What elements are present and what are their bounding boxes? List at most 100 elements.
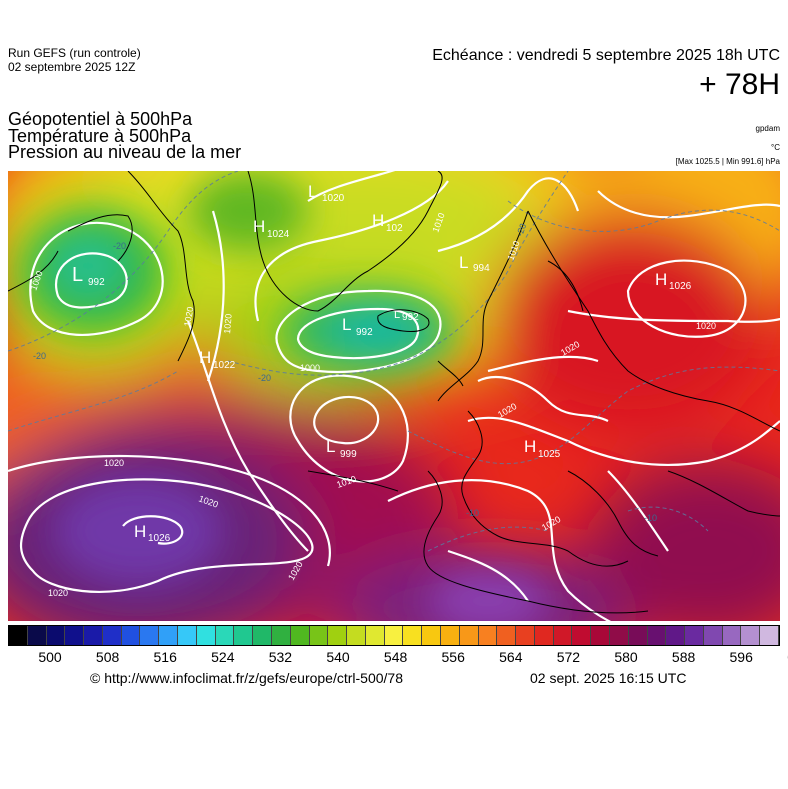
scale-swatch	[572, 626, 592, 645]
isobar-label: 1020	[222, 313, 234, 334]
scale-tick-label: 564	[499, 649, 523, 665]
coastlines	[8, 171, 780, 614]
svg-text:H: H	[134, 522, 146, 541]
svg-text:L: L	[72, 264, 83, 286]
svg-text:992: 992	[402, 312, 419, 323]
svg-text:1026: 1026	[669, 281, 692, 292]
scale-swatch	[253, 626, 272, 645]
scale-swatch	[84, 626, 103, 645]
scale-swatch	[553, 626, 573, 645]
run-date: 02 septembre 2025 12Z	[8, 60, 136, 74]
scale-swatch	[478, 626, 498, 645]
scale-tick-label: 572	[556, 649, 581, 665]
scale-swatch	[760, 626, 780, 645]
minmax-pressure: [Max 1025.5 | Min 991.6] hPa	[675, 157, 780, 166]
temperature-label: -20	[113, 241, 126, 251]
svg-text:H: H	[199, 348, 211, 367]
svg-text:1026: 1026	[148, 533, 171, 544]
svg-text:994: 994	[473, 263, 490, 274]
scale-tick-label: 508	[95, 649, 120, 665]
unit-celsius: °C	[771, 143, 780, 152]
high-center: H 102	[372, 211, 403, 234]
scale-tick-label: 540	[326, 649, 350, 665]
lead-time: + 78H	[699, 68, 780, 101]
unit-gpdam: gpdam	[755, 124, 780, 133]
scale-swatch	[140, 626, 160, 645]
scale-swatch	[741, 626, 761, 645]
scale-swatch	[403, 626, 423, 645]
scale-tick-label: 556	[441, 649, 465, 665]
scale-tick-label: 524	[211, 649, 235, 665]
scale-swatch	[328, 626, 348, 645]
temperature-label: -20	[514, 222, 528, 238]
generated-time: 02 sept. 2025 16:15 UTC	[530, 670, 687, 686]
scale-tick-label: 580	[614, 649, 638, 665]
weather-map: L 992 H 1024 L 1020 H 102 L 994 L 992 L 992 H 10…	[8, 171, 780, 621]
low-center: L 994	[459, 253, 490, 274]
isobars	[8, 171, 780, 621]
scale-swatch	[610, 626, 629, 645]
title-temperature: Température à 500hPa	[8, 125, 192, 146]
temperature-label: -20	[258, 373, 271, 383]
scale-swatch	[347, 626, 366, 645]
scale-tick-label: 588	[671, 649, 696, 665]
isobar-label: 1020	[48, 588, 68, 598]
weather-map-svg: L 992 H 1024 L 1020 H 102 L 994 L 992 L 992 H 10…	[8, 171, 780, 621]
high-center: H 1024	[253, 217, 290, 240]
scale-swatch	[384, 626, 404, 645]
low-center: L 992	[342, 315, 373, 338]
scale-swatch	[121, 626, 141, 645]
low-center: L 999	[326, 437, 357, 460]
scale-tick-label: 596	[729, 649, 753, 665]
scale-tick-label: 500	[38, 649, 62, 665]
scale-swatch	[159, 626, 179, 645]
pressure-centers: L 992 H 1024 L 1020 H 102 L 994 L 992 L 992 H 10…	[72, 182, 692, 544]
svg-text:L: L	[308, 182, 317, 201]
svg-text:1024: 1024	[267, 229, 290, 240]
scale-swatch	[27, 626, 47, 645]
scale-swatch	[309, 626, 329, 645]
scale-tick-label: 532	[268, 649, 293, 665]
scale-swatch	[685, 626, 704, 645]
scale-swatch	[196, 626, 216, 645]
scale-tick-label: 548	[383, 649, 408, 665]
scale-swatch	[215, 626, 235, 645]
isobar-label: 1020	[104, 458, 124, 468]
high-center: H 1025	[524, 437, 561, 460]
low-center: L 992	[72, 264, 105, 288]
scale-swatch	[703, 626, 723, 645]
forecast-time: Echéance : vendredi 5 septembre 2025 18h…	[432, 47, 780, 64]
map-titles: Géopotentiel à 500hPa Température à 500h…	[8, 109, 242, 162]
scale-swatch	[534, 626, 554, 645]
scale-swatch	[440, 626, 460, 645]
scale-swatch	[65, 626, 85, 645]
scale-swatch	[722, 626, 742, 645]
source-url[interactable]: © http://www.infoclimat.fr/z/gefs/europe…	[90, 670, 404, 686]
scale-swatch	[516, 626, 535, 645]
svg-text:999: 999	[340, 449, 357, 460]
svg-text:H: H	[524, 437, 536, 456]
low-center: L 1020	[308, 182, 345, 204]
high-center: H 1022	[199, 348, 236, 371]
svg-text:1025: 1025	[538, 449, 561, 460]
scale-swatch	[271, 626, 291, 645]
temperature-labels: -20 -20 -20 -20 -10 -10	[33, 222, 657, 523]
scale-swatch	[497, 626, 517, 645]
temperature-label: -10	[644, 513, 657, 523]
scale-swatch	[9, 626, 28, 645]
scale-swatch	[290, 626, 310, 645]
scale-swatch	[459, 626, 479, 645]
title-geopotential: Géopotentiel à 500hPa	[8, 109, 193, 129]
svg-text:L: L	[394, 309, 400, 321]
svg-text:L: L	[326, 437, 335, 456]
run-label: Run GEFS (run controle)	[8, 46, 141, 60]
color-scale	[8, 625, 780, 646]
svg-text:1020: 1020	[322, 193, 345, 204]
scale-swatch	[46, 626, 66, 645]
geopotential-field	[8, 171, 780, 621]
high-center: H 1026	[655, 270, 692, 292]
svg-text:H: H	[372, 211, 384, 230]
temperature-label: -10	[466, 508, 479, 518]
title-pressure: Pression au niveau de la mer	[8, 142, 242, 162]
svg-text:992: 992	[356, 327, 373, 338]
